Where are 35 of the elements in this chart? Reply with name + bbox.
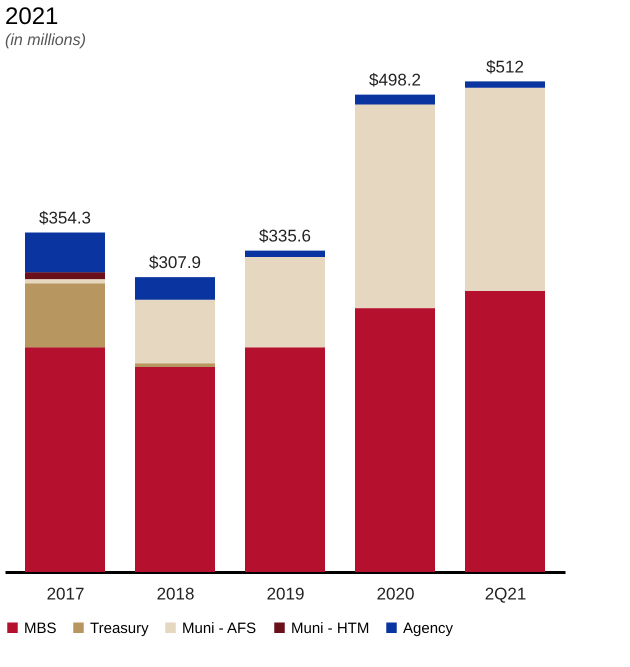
bar [355,104,435,308]
bar [25,284,105,348]
annotation: $512 [486,57,524,76]
bar [245,250,325,258]
legend-label: Agency [403,620,454,637]
annotation: $335.6 [259,226,311,246]
x-tick-label: 2Q21 [484,584,526,604]
legend-label: Treasury [90,620,150,637]
x-tick-label: 2020 [376,584,414,604]
bar [465,290,545,572]
bar [465,88,545,291]
bar [25,279,105,284]
bar [465,81,545,88]
legend-label: MBS [24,620,57,637]
bar [25,347,105,572]
bar [25,232,105,272]
bar [355,308,435,572]
x-tick-label: 2017 [46,584,84,604]
x-tick-label: 2018 [156,584,194,604]
bar [135,366,215,572]
annotation: $498.2 [369,70,421,90]
annotation: $354.3 [39,208,91,228]
chart-subtitle: (in millions) [5,32,86,49]
annotation: $307.9 [149,253,201,272]
bar [245,257,325,348]
bar [25,272,105,280]
bar [135,277,215,300]
x-tick-label: 2019 [266,584,304,604]
bar [135,300,215,364]
legend-label: Muni - HTM [291,620,370,637]
chart-title: 2021 [5,3,58,30]
legend-label: Muni - AFS [182,620,256,637]
bar [355,94,435,104]
bar [135,364,215,367]
bar [245,347,325,572]
